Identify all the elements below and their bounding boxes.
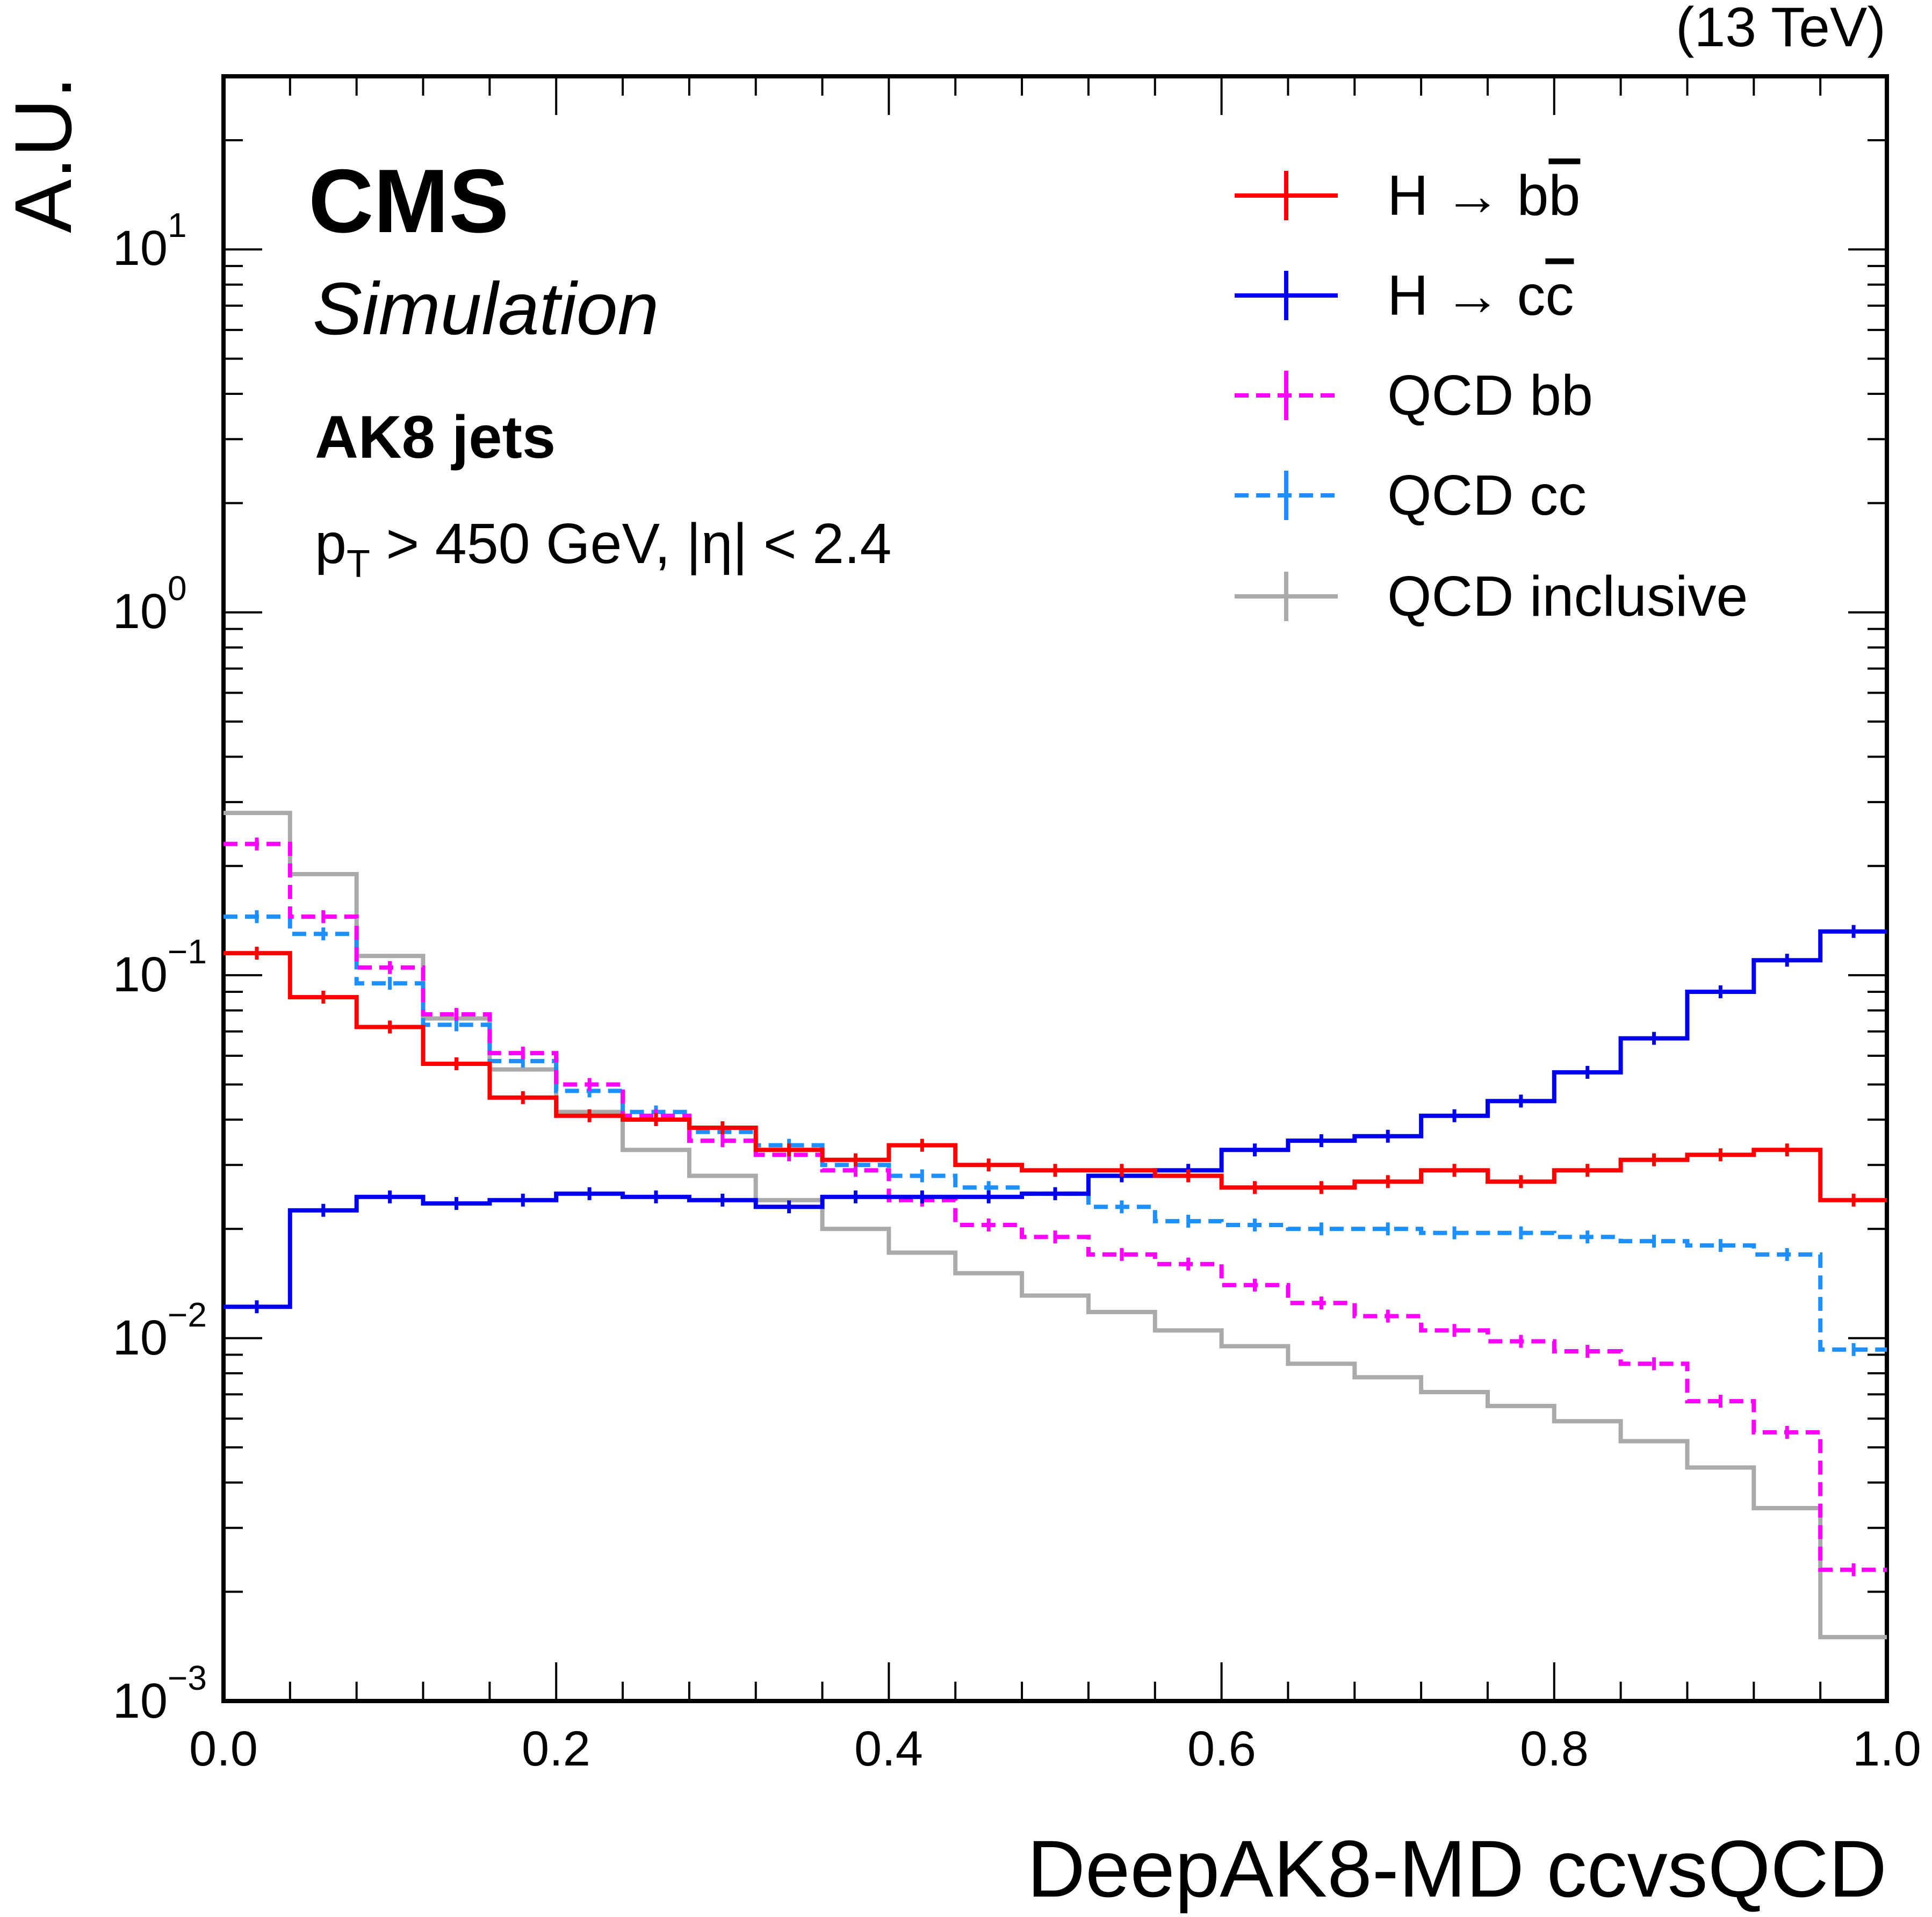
series-layer (224, 811, 1887, 1640)
series-line-h-bb (224, 951, 1887, 1202)
lumi-label: (13 TeV) (1676, 0, 1886, 59)
y-tick-exponent: 0 (168, 569, 187, 608)
y-tick-exponent: 1 (168, 206, 187, 244)
cuts-label: pT > 450 GeV, |η| < 2.4 (315, 512, 892, 586)
x-tick-label: 0.8 (1520, 1721, 1589, 1776)
plot-frame (221, 74, 1889, 1703)
series-line-qcd-inclusive (224, 811, 1887, 1640)
legend-label-hbb: H → bb (1387, 164, 1580, 227)
legend-label-qcdcc: QCD cc (1387, 464, 1587, 527)
simulation-label: Simulation (313, 268, 659, 350)
series-line-qcd-bb (224, 841, 1887, 1572)
y-tick-label: 10 (113, 584, 168, 639)
y-axis-title: A.U. (0, 76, 88, 233)
x-tick-label: 0.0 (189, 1721, 258, 1776)
legend-entry-hcc: H → cc (1235, 264, 1574, 327)
y-tick-exponent: −1 (168, 932, 207, 971)
x-tick-label: 0.2 (522, 1721, 590, 1776)
x-tick-labels: 0.0 0.2 0.4 0.6 0.8 1.0 (189, 1721, 1921, 1776)
y-tick-labels: 10 −3 10 −2 10 −1 10 0 10 1 (113, 206, 207, 1728)
legend-label-qcdinclusive: QCD inclusive (1387, 565, 1748, 628)
legend-label-hcc: H → cc (1387, 264, 1574, 327)
y-tick-label: 10 (113, 1310, 168, 1365)
legend-label-qcdbb: QCD bb (1387, 364, 1593, 427)
axis-ticks (222, 75, 1888, 1702)
legend-entry-qcdcc: QCD cc (1235, 464, 1587, 527)
y-tick-exponent: −3 (168, 1659, 207, 1697)
legend-entry-qcdbb: QCD bb (1235, 364, 1593, 427)
legend-entry-hbb: H → bb (1235, 164, 1580, 227)
series-line-h-cc (224, 929, 1887, 1309)
x-axis-title: DeepAK8-MD ccvsQCD (1027, 1824, 1887, 1914)
x-tick-label: 1.0 (1852, 1721, 1921, 1776)
y-tick-label: 10 (113, 947, 168, 1002)
series-line-qcd-cc (224, 914, 1887, 1352)
y-tick-exponent: −2 (168, 1295, 207, 1334)
y-tick-label: 10 (113, 221, 168, 276)
legend: H → bb H → cc QCD bb QCD cc QCD inclusiv… (1235, 164, 1748, 628)
y-tick-label: 10 (113, 1674, 168, 1728)
jets-label: AK8 jets (315, 403, 556, 471)
x-tick-label: 0.4 (854, 1721, 923, 1776)
experiment-label: CMS (308, 150, 509, 251)
x-tick-label: 0.6 (1187, 1721, 1256, 1776)
legend-entry-qcdinclusive: QCD inclusive (1235, 565, 1748, 628)
